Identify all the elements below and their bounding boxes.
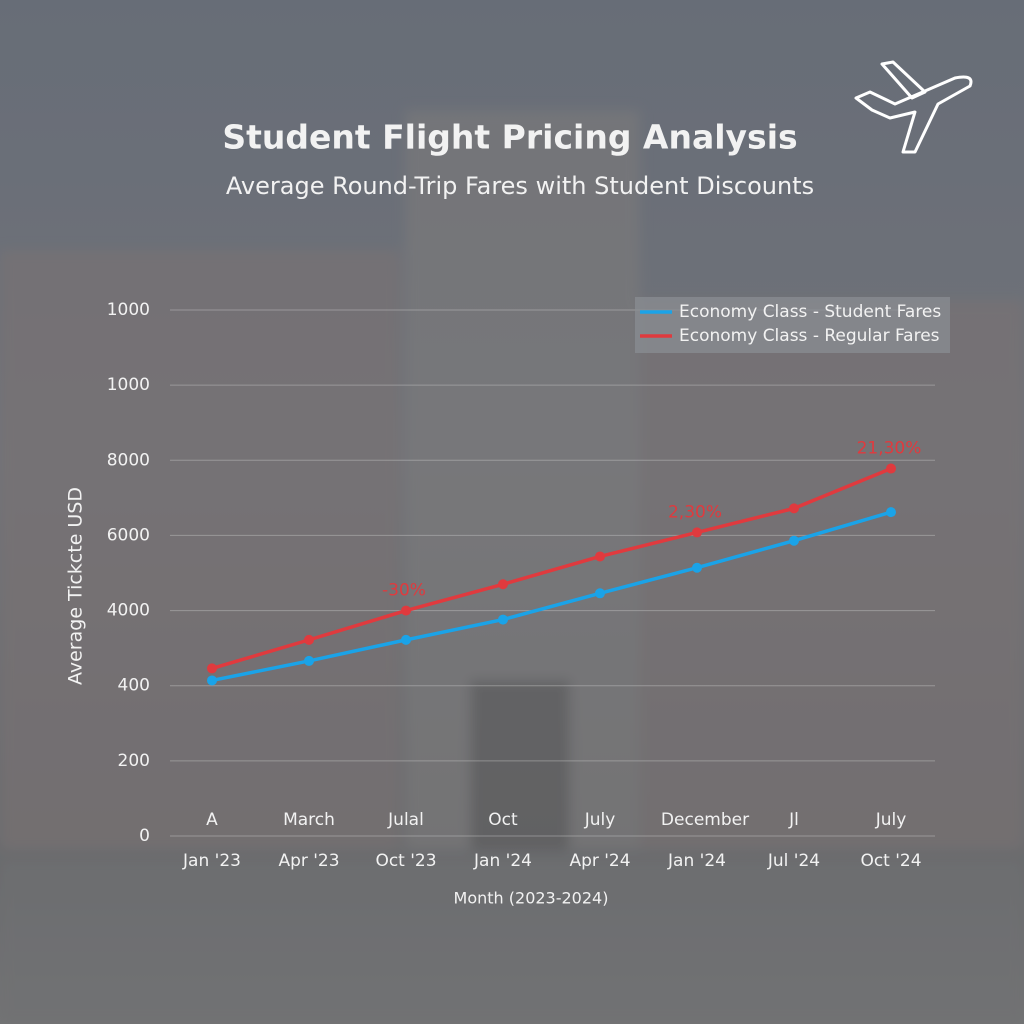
series-line [211,466,892,671]
chart-title: Student Flight Pricing Analysis [222,118,797,157]
x-secondary-label: A [206,810,218,830]
x-tick-label: Jul '24 [767,851,820,871]
x-axis-label: Month (2023-2024) [454,889,609,908]
legend: Economy Class - Student Fares Economy Cla… [635,297,950,353]
annotation: 2,30% [668,502,722,522]
x-tick-label: Oct '24 [860,851,921,871]
data-point [789,503,799,514]
x-tick-label: Apr '24 [569,851,630,871]
data-point [886,507,896,518]
y-tick-label: 6000 [107,525,150,545]
data-point [886,463,896,474]
x-secondary-label: July [584,810,616,830]
plane-icon [854,60,973,154]
x-secondary-label: December [661,810,749,830]
data-point [498,614,508,625]
x-secondary-label: Jl [788,810,799,830]
x-tick-label: Jan '23 [182,851,241,871]
legend-label: Economy Class - Student Fares [679,302,941,322]
x-tick-label: Jan '24 [473,851,532,871]
data-point [498,579,508,590]
x-tick-label: Jan '24 [667,851,726,871]
data-point [789,535,799,546]
data-point [692,527,702,538]
series-line [211,510,892,683]
x-secondary-label: July [875,810,907,830]
data-point [401,634,411,645]
chart-subtitle: Average Round-Trip Fares with Student Di… [226,172,814,200]
legend-label: Economy Class - Regular Fares [679,326,940,346]
annotation: -30% [382,581,426,601]
y-tick-label: 0 [139,826,150,846]
legend-box [635,297,950,353]
data-point [207,675,217,686]
y-tick-label: 8000 [107,450,150,470]
data-point [304,655,314,666]
y-tick-label: 1000 [107,375,150,395]
x-tick-label: Apr '23 [278,851,339,871]
y-tick-label: 400 [118,676,150,696]
x-secondary-label: March [283,810,335,830]
annotation: 21,30% [857,439,922,459]
x-secondary-label: Julal [387,810,424,830]
data-point [207,663,217,674]
y-tick-label: 4000 [107,601,150,621]
data-point [401,605,411,616]
data-point [692,562,702,573]
data-point [304,634,314,645]
data-point [595,551,605,562]
x-secondary-label: Oct [488,810,518,830]
y-tick-label: 1000 [107,300,150,320]
x-tick-label: Oct '23 [375,851,436,871]
data-point [595,588,605,599]
y-tick-label: 200 [118,751,150,771]
y-axis-label: Average Tickcte USD [65,487,87,685]
